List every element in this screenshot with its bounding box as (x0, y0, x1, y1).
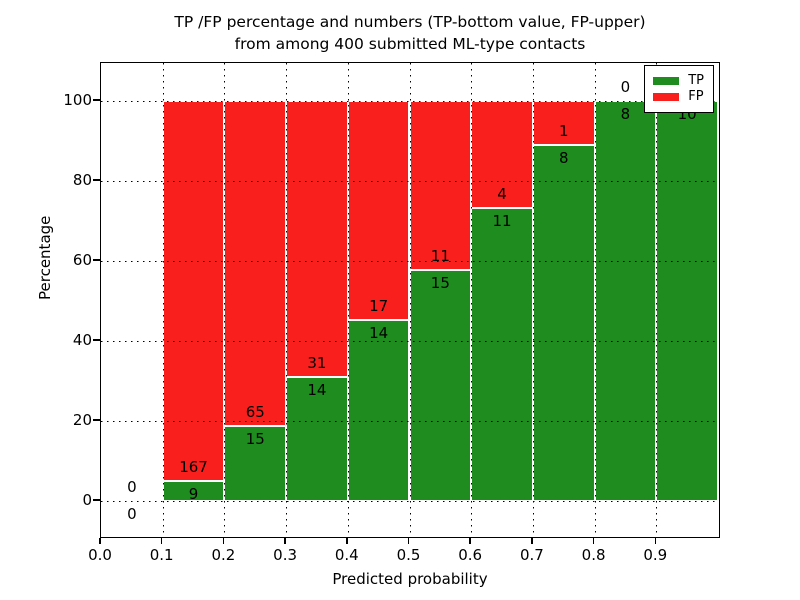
x-axis-tick (99, 538, 101, 544)
x-axis-tick (407, 538, 410, 544)
bar-count-label-tp: 14 (369, 324, 389, 343)
x-axis-tick (654, 538, 657, 544)
x-axis-tick (346, 538, 348, 544)
chart-title-line1: TP /FP percentage and numbers (TP-bottom… (174, 13, 646, 31)
bar-segment-tp (286, 376, 348, 501)
bar-segment-fp (286, 101, 348, 377)
bar-count-label-fp: 31 (307, 353, 327, 372)
bar-count-label-fp: 0 (620, 78, 631, 96)
bar-count-label-fp: 17 (369, 297, 389, 316)
bar-count-label-tp: 0 (127, 505, 137, 523)
grid-line-vertical (532, 63, 534, 536)
grid-line-vertical (286, 63, 288, 536)
grid-line-vertical (409, 63, 411, 536)
bar-segment-fp (162, 101, 225, 481)
x-tick-label: 0.8 (581, 546, 606, 564)
bar-count-label-tp: 15 (245, 430, 265, 448)
x-tick-label: 0.0 (88, 546, 112, 564)
bar-segment-fp (409, 101, 472, 271)
bar-segment-fp (471, 101, 533, 208)
bar-segment-fp (347, 101, 410, 321)
y-tick-label: 40 (72, 331, 92, 349)
grid-line-vertical (594, 63, 596, 536)
x-axis-tick (531, 538, 533, 544)
x-tick-label: 0.3 (273, 546, 298, 564)
bar-segment-tp (594, 101, 657, 501)
y-tick-label: 80 (72, 171, 92, 189)
bar-count-label-fp: 0 (127, 478, 137, 496)
legend-label: FP (688, 89, 704, 104)
y-tick-label: 100 (63, 91, 92, 109)
bar-count-label-tp: 8 (558, 149, 569, 168)
x-axis-tick (469, 538, 471, 544)
x-axis-tick (160, 538, 163, 544)
bar-count-label-tp: 11 (492, 211, 512, 230)
grid-line-vertical (347, 63, 349, 536)
legend-swatch-fp (653, 93, 680, 101)
x-axis-tick (592, 538, 595, 544)
bar-segment-fp (224, 101, 287, 426)
bar-count-label-tp: 15 (430, 274, 450, 293)
bar-count-label-fp: 167 (179, 457, 208, 476)
x-axis-tick (222, 538, 225, 544)
legend-row-fp: FP (653, 90, 704, 104)
bar-segment-tp (409, 270, 472, 501)
grid-line-vertical (162, 63, 164, 536)
chart-title-line2: from among 400 submitted ML-type contact… (234, 35, 586, 53)
y-axis-tick (93, 339, 100, 341)
grid-line-vertical (471, 63, 473, 536)
legend-swatch-tp (653, 77, 680, 85)
y-tick-label: 0 (82, 491, 92, 509)
bar-count-label-tp: 14 (307, 380, 327, 399)
bar-segment-tp (471, 207, 533, 501)
chart-title: TP /FP percentage and numbers (TP-bottom… (174, 11, 645, 55)
x-axis-label: Predicted probability (332, 570, 488, 588)
legend-label: TP (688, 73, 704, 88)
y-tick-label: 60 (72, 251, 92, 269)
y-axis-tick (93, 419, 100, 421)
bar-segment-tp (347, 320, 410, 501)
legend: TP FP (644, 65, 714, 113)
bar-count-label-fp: 11 (430, 247, 450, 266)
x-tick-label: 0.1 (149, 546, 174, 564)
x-tick-label: 0.4 (334, 546, 359, 564)
x-tick-label: 0.2 (211, 546, 236, 564)
grid-line-vertical (224, 63, 226, 536)
bar-segment-tp (656, 101, 718, 501)
bar-count-label-fp: 1 (558, 122, 569, 141)
x-tick-label: 0.5 (396, 546, 421, 564)
bar-count-label-tp: 9 (188, 484, 199, 503)
y-axis-tick (93, 99, 100, 101)
y-axis-tick (93, 499, 100, 501)
bar-segment-tp (532, 145, 595, 501)
bar-count-label-tp: 8 (620, 105, 631, 123)
bar-count-label-fp: 65 (245, 403, 265, 421)
bar-count-label-fp: 4 (497, 184, 507, 203)
y-axis-tick (93, 179, 100, 181)
y-axis-tick (93, 259, 100, 261)
grid-line-vertical (656, 63, 658, 536)
y-tick-label: 20 (72, 411, 92, 429)
x-tick-label: 0.7 (519, 546, 544, 564)
x-tick-label: 0.9 (643, 546, 668, 564)
x-tick-label: 0.6 (458, 546, 483, 564)
x-axis-tick (284, 538, 286, 544)
legend-row-tp: TP (653, 74, 704, 88)
